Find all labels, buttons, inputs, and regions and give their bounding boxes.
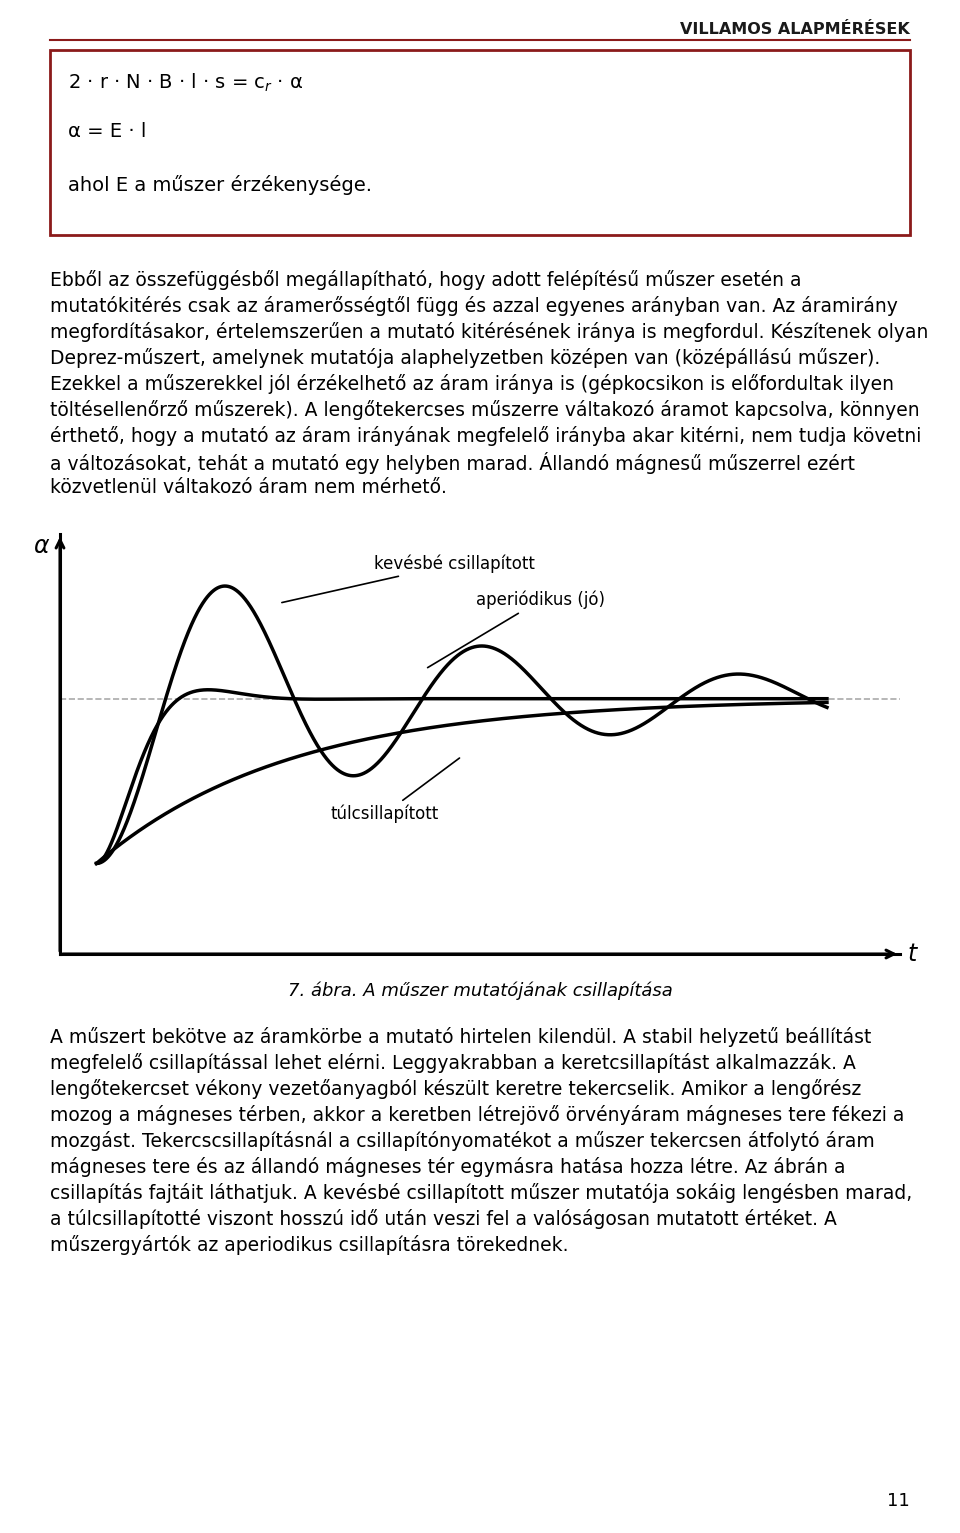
Text: Ebből az összefüggésből megállapítható, hogy adott felépítésű műszer esetén a: Ebből az összefüggésből megállapítható, … (50, 270, 802, 290)
Text: α = E · l: α = E · l (68, 123, 146, 141)
Text: mágneses tere és az állandó mágneses tér egymásra hatása hozza létre. Az ábrán a: mágneses tere és az állandó mágneses tér… (50, 1157, 846, 1177)
Text: Ezekkel a műszerekkel jól érzékelhető az áram iránya is (gépkocsikon is előfordu: Ezekkel a műszerekkel jól érzékelhető az… (50, 374, 894, 394)
Text: közvetlenül váltakozó áram nem mérhető.: közvetlenül váltakozó áram nem mérhető. (50, 478, 446, 497)
Text: csillapítás fajtáit láthatjuk. A kevésbé csillapított műszer mutatója sokáig len: csillapítás fajtáit láthatjuk. A kevésbé… (50, 1183, 912, 1203)
Text: A műszert bekötve az áramkörbe a mutató hirtelen kilendül. A stabil helyzetű beá: A műszert bekötve az áramkörbe a mutató … (50, 1027, 872, 1047)
Text: t: t (907, 941, 917, 966)
Text: érthető, hogy a mutató az áram irányának megfelelő irányba akar kitérni, nem tud: érthető, hogy a mutató az áram irányának… (50, 426, 922, 446)
Text: ahol E a műszer érzékenysége.: ahol E a műszer érzékenysége. (68, 175, 372, 195)
Text: 2 · r · N · B · l · s = c$_r$ · α: 2 · r · N · B · l · s = c$_r$ · α (68, 72, 303, 95)
Text: 11: 11 (887, 1492, 910, 1510)
Text: aperiódikus (jó): aperiódikus (jó) (427, 590, 606, 668)
Text: lengőtekercset vékony vezetőanyagból készült keretre tekercselik. Amikor a lengő: lengőtekercset vékony vezetőanyagból kés… (50, 1079, 861, 1099)
Text: túlcsillapított: túlcsillapított (330, 757, 460, 823)
Text: a változásokat, tehát a mutató egy helyben marad. Állandó mágnesű műszerrel ezér: a változásokat, tehát a mutató egy helyb… (50, 452, 855, 474)
Text: mozgást. Tekercscsillapításnál a csillapítónyomatékot a műszer tekercsen átfolyt: mozgást. Tekercscsillapításnál a csillap… (50, 1131, 875, 1151)
FancyBboxPatch shape (50, 51, 910, 235)
Text: megfelelő csillapítással lehet elérni. Leggyakrabban a keretcsillapítást alkalma: megfelelő csillapítással lehet elérni. L… (50, 1053, 856, 1073)
Text: kevésbé csillapított: kevésbé csillapított (282, 555, 535, 602)
Text: VILLAMOS ALAPMÉRÉSEK: VILLAMOS ALAPMÉRÉSEK (681, 21, 910, 37)
Text: mutatókitérés csak az áramerősségtől függ és azzal egyenes arányban van. Az áram: mutatókitérés csak az áramerősségtől füg… (50, 296, 898, 316)
Text: α: α (34, 533, 49, 558)
Text: a túlcsillapítotté viszont hosszú idő után veszi fel a valóságosan mutatott érté: a túlcsillapítotté viszont hosszú idő ut… (50, 1210, 837, 1229)
Text: töltésellenőrző műszerek). A lengőtekercses műszerre váltakozó áramot kapcsolva,: töltésellenőrző műszerek). A lengőtekerc… (50, 400, 920, 420)
Text: műszergyártók az aperiodikus csillapításra törekednek.: műszergyártók az aperiodikus csillapítás… (50, 1236, 568, 1256)
Text: mozog a mágneses térben, akkor a keretben létrejövő örvényáram mágneses tere fék: mozog a mágneses térben, akkor a keretbe… (50, 1105, 904, 1125)
Text: 7. ábra. A műszer mutatójának csillapítása: 7. ábra. A műszer mutatójának csillapítá… (288, 983, 672, 1001)
Text: megfordításakor, értelemszerűen a mutató kitérésének iránya is megfordul. Készít: megfordításakor, értelemszerűen a mutató… (50, 322, 928, 342)
Text: Deprez-műszert, amelynek mutatója alaphelyzetben középen van (középállású műszer: Deprez-műszert, amelynek mutatója alaphe… (50, 348, 880, 368)
